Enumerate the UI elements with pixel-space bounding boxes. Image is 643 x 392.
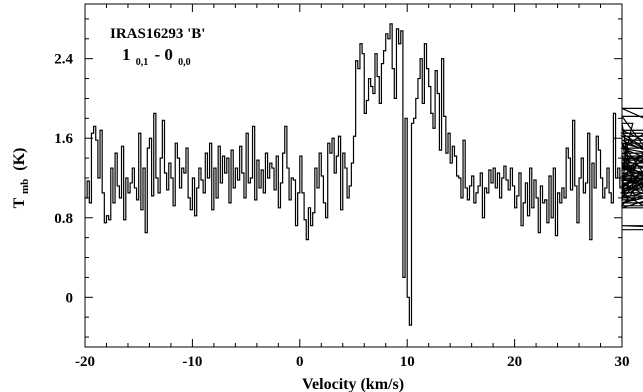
y-axis-title-main: T bbox=[11, 197, 28, 208]
transition-upper-sub: 0,1 bbox=[136, 57, 149, 68]
transition-annotation: 1 0,1 - 0 0,0 bbox=[122, 45, 191, 69]
y-axis-title: T mb (K) bbox=[11, 148, 32, 209]
y-tick-label: 2.4 bbox=[54, 52, 73, 68]
x-tick-labels: -20 -10 0 10 20 30 bbox=[75, 354, 630, 370]
y-axis-title-unit: (K) bbox=[11, 148, 28, 171]
x-tick-label: -10 bbox=[182, 354, 202, 370]
y-tick-label: 0 bbox=[66, 290, 74, 306]
source-annotation: IRAS16293 'B' bbox=[110, 26, 205, 42]
x-tick-label: 20 bbox=[507, 354, 522, 370]
spectrum-line bbox=[85, 23, 643, 326]
x-tick-label: 10 bbox=[400, 354, 415, 370]
x-axis-title: Velocity (km/s) bbox=[302, 376, 404, 392]
x-tick-label: 0 bbox=[296, 354, 304, 370]
y-axis-title-sub: mb bbox=[19, 179, 31, 194]
x-tick-label: -20 bbox=[75, 354, 95, 370]
transition-separator: - 0 bbox=[155, 45, 173, 64]
y-tick-labels: 0 0.8 1.6 2.4 bbox=[54, 52, 73, 307]
x-tick-label: 30 bbox=[615, 354, 630, 370]
axis-ticks bbox=[84, 4, 623, 347]
y-tick-label: 1.6 bbox=[54, 131, 73, 147]
transition-lower-sub: 0,0 bbox=[178, 57, 191, 68]
transition-upper: 1 bbox=[122, 45, 131, 64]
y-tick-label: 0.8 bbox=[54, 211, 73, 227]
